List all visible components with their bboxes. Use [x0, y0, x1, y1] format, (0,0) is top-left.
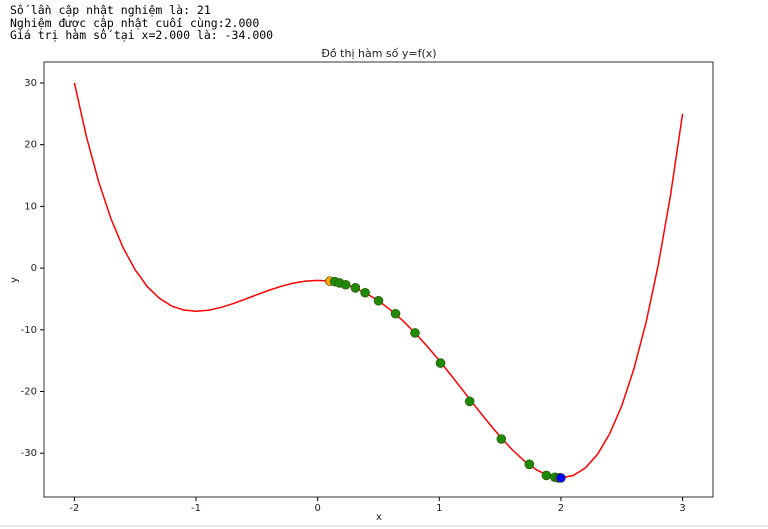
iterate-point [541, 470, 552, 481]
y-tick-label: 0 [31, 263, 37, 274]
iterate-point [464, 396, 475, 407]
y-tick-label: -30 [21, 448, 37, 459]
x-tick-label: 3 [679, 503, 685, 514]
x-tick-label: -2 [69, 503, 79, 514]
iterate-point [435, 358, 446, 368]
x-tick-label: 0 [314, 503, 320, 514]
iterate-point [496, 434, 507, 444]
iterate-point [373, 295, 384, 306]
iterate-point [410, 328, 420, 338]
y-tick-label: 30 [24, 78, 37, 89]
chart-title: Đồ thị hàm số y=f(x) [321, 47, 436, 60]
x-tick-label: 2 [558, 503, 564, 514]
x-tick-label: 1 [436, 503, 442, 514]
output-line: Giá trị hàm số tại x=2.000 là: -34.000 [10, 28, 274, 42]
y-tick-label: -10 [21, 325, 37, 336]
function-curve [73, 82, 684, 479]
iterate-point [390, 308, 401, 319]
y-tick-label: -20 [21, 386, 37, 397]
output-line: Số lần cập nhật nghiệm là: 21 [10, 3, 211, 17]
iterate-point [350, 283, 361, 293]
y-tick-label: 20 [24, 140, 37, 151]
iterate-point [524, 459, 535, 470]
iterate-point [340, 279, 351, 290]
iterate-point [556, 473, 566, 483]
output-line: Nghiệm được cập nhật cuối cùng:2.000 [10, 15, 260, 30]
plot-frame [43, 61, 714, 498]
iterate-point [360, 287, 370, 298]
x-tick-label: -1 [191, 503, 201, 514]
output-text: Số lần cập nhật nghiệm là: 21 Nghiệm được… [10, 4, 273, 42]
y-tick-label: 10 [24, 201, 37, 212]
y-axis-label: y [9, 277, 20, 283]
x-axis-label: x [376, 512, 382, 523]
